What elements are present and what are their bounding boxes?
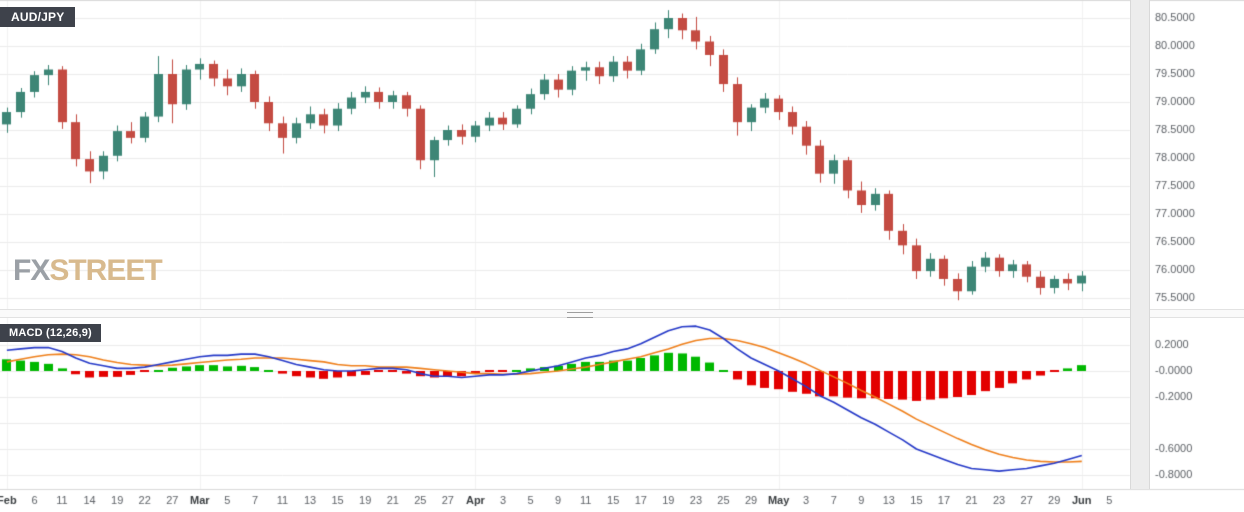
macd-indicator-badge: MACD (12,26,9) [0, 324, 101, 342]
splitter-grip-icon[interactable] [567, 312, 593, 318]
price-axis-scrollbar[interactable] [1130, 0, 1150, 489]
instrument-badge: AUD/JPY [0, 7, 76, 27]
panel-splitter[interactable] [0, 309, 1244, 318]
